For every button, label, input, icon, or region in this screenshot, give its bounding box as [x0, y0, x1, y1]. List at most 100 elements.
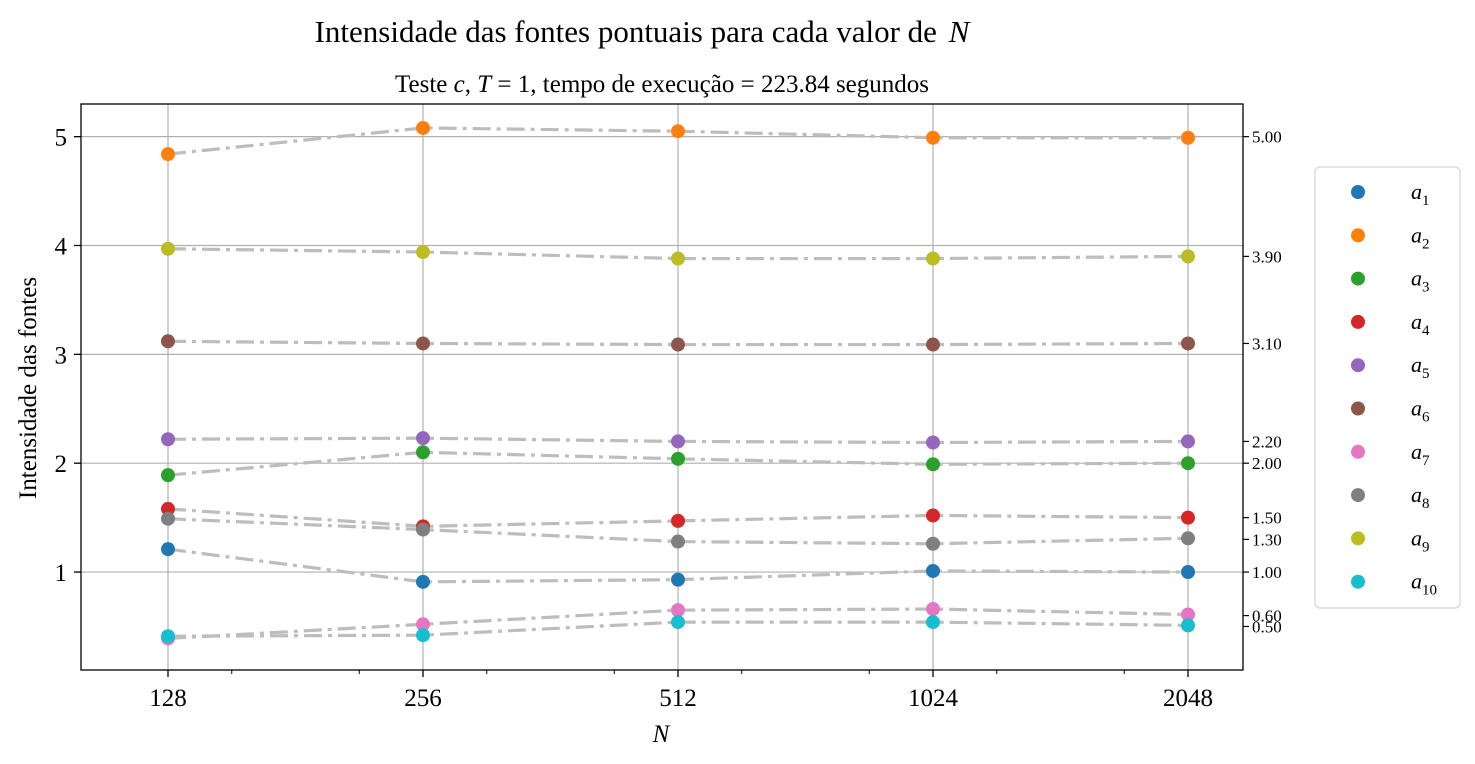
plot-frame [80, 103, 1244, 671]
point-a5-128 [161, 432, 175, 447]
x-tick-label: 256 [404, 685, 442, 712]
point-a1-128 [161, 542, 175, 557]
point-a2-2048 [1181, 130, 1195, 145]
legend-label-a2: a2 [1411, 222, 1430, 252]
right-tick-label: 3.10 [1252, 334, 1282, 353]
point-a9-256 [416, 245, 430, 260]
legend-marker-a2 [1351, 228, 1365, 243]
legend-marker-a3 [1351, 271, 1365, 286]
point-a9-128 [161, 241, 175, 256]
legend-label-a9: a9 [1411, 525, 1430, 555]
point-a8-2048 [1181, 531, 1195, 546]
point-a3-2048 [1181, 456, 1195, 471]
grid [81, 104, 1243, 670]
legend-marker-a1 [1351, 185, 1365, 199]
legend-label-a6: a6 [1411, 396, 1430, 426]
point-a4-512 [671, 513, 685, 528]
axis-ticks: 128 256 512 1024 2048 1 2 3 4 5 5.00 3.90 3.10 2.20 2.… [55, 125, 1282, 712]
right-tick-label: 2.20 [1252, 432, 1282, 451]
right-tick-label: 1.50 [1252, 509, 1282, 528]
point-a6-128 [161, 334, 175, 349]
right-tick-label: 0.50 [1252, 617, 1282, 636]
y-axis-label: Intensidade das fontes [15, 277, 42, 499]
right-tick-label: 1.00 [1252, 563, 1282, 582]
point-a8-256 [416, 522, 430, 537]
subtitle-equation: = 1, tempo de execução = [491, 71, 761, 98]
point-a3-1024 [926, 457, 940, 472]
right-tick-label: 2.00 [1252, 454, 1282, 473]
x-tick-label: 1024 [908, 685, 959, 712]
subtitle-test-id: c [454, 71, 465, 98]
x-tick-label: 128 [149, 685, 187, 712]
legend-marker-a5 [1351, 358, 1365, 373]
point-a10-1024 [926, 615, 940, 630]
point-a10-2048 [1181, 618, 1195, 633]
point-a5-1024 [926, 435, 940, 450]
point-a1-256 [416, 574, 430, 589]
point-a9-512 [671, 251, 685, 266]
point-a3-256 [416, 445, 430, 460]
point-a4-1024 [926, 508, 940, 523]
y-tick-label: 3 [55, 342, 68, 369]
chart-title-text: Intensidade das fontes pontuais para cad… [315, 14, 945, 49]
legend-label-a10: a10 [1411, 569, 1437, 599]
right-tick-label: 3.90 [1252, 247, 1282, 266]
right-tick-label: 5.00 [1252, 128, 1282, 147]
point-a8-512 [671, 534, 685, 549]
point-a4-2048 [1181, 510, 1195, 525]
subtitle-runtime: 223.84 [761, 71, 830, 98]
point-a10-512 [671, 615, 685, 630]
point-a7-1024 [926, 602, 940, 617]
legend-marker-a8 [1351, 488, 1365, 503]
point-a5-512 [671, 434, 685, 449]
point-a10-128 [161, 629, 175, 644]
point-a7-256 [416, 617, 430, 632]
y-tick-label: 2 [55, 451, 68, 478]
legend-label-a1: a1 [1411, 179, 1430, 209]
legend-label-a7: a7 [1411, 439, 1430, 469]
subtitle-T: T [477, 71, 493, 98]
point-a8-1024 [926, 536, 940, 551]
point-a5-256 [416, 431, 430, 446]
point-a9-2048 [1181, 249, 1195, 264]
subtitle-separator: , [465, 71, 478, 98]
chart-title-variable: N [948, 14, 972, 49]
point-a1-512 [671, 572, 685, 587]
right-tick-label: 0.60 [1252, 607, 1282, 626]
legend-marker-a6 [1351, 401, 1365, 416]
point-a6-1024 [926, 337, 940, 352]
legend: a1 a2 a3 a4 a5 a6 a7 a8 a9 a10 [1314, 166, 1461, 609]
point-a3-512 [671, 451, 685, 466]
legend-label-a4: a4 [1411, 309, 1430, 339]
right-tick-label: 1.30 [1252, 530, 1282, 549]
point-a9-1024 [926, 251, 940, 266]
x-tick-label: 512 [659, 685, 697, 712]
x-tick-label: 2048 [1163, 685, 1213, 712]
point-a2-256 [416, 120, 430, 135]
series-points [161, 120, 1195, 646]
point-a7-512 [671, 603, 685, 618]
point-a6-256 [416, 336, 430, 351]
point-a6-512 [671, 337, 685, 352]
subtitle-suffix: segundos [830, 71, 929, 98]
y-tick-label: 5 [55, 125, 68, 152]
point-a2-1024 [926, 130, 940, 145]
legend-label-a3: a3 [1411, 266, 1430, 296]
point-a2-128 [161, 147, 175, 162]
legend-marker-a9 [1351, 531, 1365, 546]
legend-frame [1314, 166, 1461, 609]
y-tick-label: 4 [55, 234, 68, 261]
point-a8-128 [161, 511, 175, 526]
x-axis-label: N [652, 721, 671, 748]
point-a1-1024 [926, 563, 940, 578]
y-tick-label: 1 [55, 560, 68, 587]
legend-label-a5: a5 [1411, 352, 1430, 382]
point-a10-256 [416, 628, 430, 643]
legend-marker-a10 [1351, 574, 1365, 589]
subtitle-prefix: Teste [395, 71, 454, 98]
point-a4-128 [161, 501, 175, 516]
chart-subtitle: Teste c, T = 1, tempo de execução = 223.… [395, 71, 929, 98]
legend-label-a8: a8 [1411, 482, 1430, 512]
legend-marker-a7 [1351, 444, 1365, 459]
